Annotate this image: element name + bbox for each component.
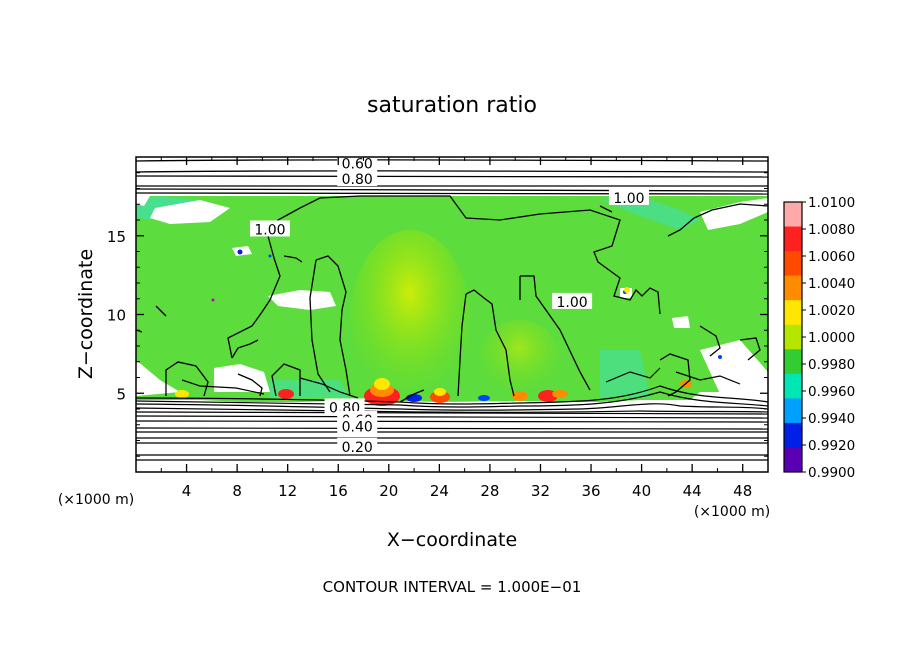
contour-label-bg bbox=[552, 292, 593, 309]
colorbar-tick-label: 0.9940 bbox=[808, 411, 855, 427]
colorbar-swatch bbox=[784, 202, 802, 228]
contour-label-bg bbox=[337, 170, 378, 187]
colorbar-swatch bbox=[784, 251, 802, 277]
colorbar: 1.0100 1.0080 1.0060 1.0040 1.0020 1.0000 0.99… bbox=[783, 195, 855, 481]
colorbar-tick-label: 1.0020 bbox=[808, 303, 855, 319]
y-tick-label: 15 bbox=[107, 228, 126, 246]
contour-label-bg bbox=[337, 417, 378, 434]
contour-label: 1.00 bbox=[556, 295, 587, 311]
contour-label: 1.00 bbox=[254, 222, 285, 238]
colorbar-tick-label: 1.0060 bbox=[808, 249, 855, 265]
plot-field: 0.600.801.001.001.000.800.600.400.20 bbox=[136, 156, 768, 472]
colorbar-swatch bbox=[784, 226, 802, 252]
colorbar-swatch bbox=[784, 300, 802, 326]
contour-label-bg bbox=[337, 157, 378, 171]
contour-label-bg bbox=[337, 437, 378, 454]
contour-label: 0.20 bbox=[342, 440, 373, 456]
x-axis: 4 8 12 16 20 24 28 32 36 40 44 48 bbox=[160, 157, 752, 500]
colorbar-swatch bbox=[784, 398, 802, 424]
x-tick-label: 40 bbox=[632, 482, 651, 500]
contour-label: 0.80 bbox=[342, 172, 373, 188]
x-tick-label: 4 bbox=[182, 482, 192, 500]
y-axis-title: Z−coordinate bbox=[75, 249, 97, 379]
x-tick-label: 20 bbox=[379, 482, 398, 500]
colorbar-swatch bbox=[784, 422, 802, 448]
x-tick-label: 36 bbox=[581, 482, 600, 500]
colorbar-tick-label: 1.0080 bbox=[808, 222, 855, 238]
contour-label-bg bbox=[324, 398, 365, 415]
colorbar-tick-label: 1.0000 bbox=[808, 330, 855, 346]
x-tick-label: 16 bbox=[329, 482, 348, 500]
colorbar-swatch bbox=[784, 447, 802, 473]
contour-label: 1.00 bbox=[613, 191, 644, 207]
colorbar-tick-label: 0.9980 bbox=[808, 357, 855, 373]
colorbar-swatch bbox=[784, 373, 802, 399]
contour-label-bg bbox=[608, 188, 649, 205]
colorbar-swatch bbox=[784, 324, 802, 350]
colorbar-swatch bbox=[784, 275, 802, 301]
y-tick-label: 5 bbox=[116, 385, 126, 403]
contour-label: 0.60 bbox=[342, 156, 373, 172]
y-tick-label: 10 bbox=[107, 307, 126, 325]
x-tick-label: 32 bbox=[531, 482, 550, 500]
x-tick-label: 44 bbox=[683, 482, 702, 500]
colorbar-tick-label: 1.0100 bbox=[808, 195, 855, 211]
x-axis-title: X−coordinate bbox=[387, 529, 517, 551]
x-tick-label: 12 bbox=[278, 482, 297, 500]
colorbar-tick-label: 0.9900 bbox=[808, 465, 855, 481]
contour-labels: 0.600.801.001.001.000.800.600.400.20 bbox=[249, 156, 649, 456]
contour-label-bg bbox=[249, 220, 290, 237]
y-unit-label: (×1000 m) bbox=[58, 492, 134, 508]
x-tick-label: 48 bbox=[733, 482, 752, 500]
colorbar-tick-label: 0.9960 bbox=[808, 384, 855, 400]
colorbar-tick-label: 0.9920 bbox=[808, 438, 855, 454]
y-axis: 5 10 15 bbox=[107, 172, 768, 457]
x-tick-label: 28 bbox=[480, 482, 499, 500]
colorbar-tick-label: 1.0040 bbox=[808, 276, 855, 292]
colorbar-swatch bbox=[784, 349, 802, 375]
x-tick-label: 24 bbox=[430, 482, 449, 500]
contour-label: 0.40 bbox=[342, 419, 373, 435]
x-tick-label: 8 bbox=[232, 482, 242, 500]
x-unit-label: (×1000 m) bbox=[694, 504, 770, 520]
chart-title: saturation ratio bbox=[367, 93, 537, 118]
contour-interval-note: CONTOUR INTERVAL = 1.000E−01 bbox=[323, 578, 582, 596]
